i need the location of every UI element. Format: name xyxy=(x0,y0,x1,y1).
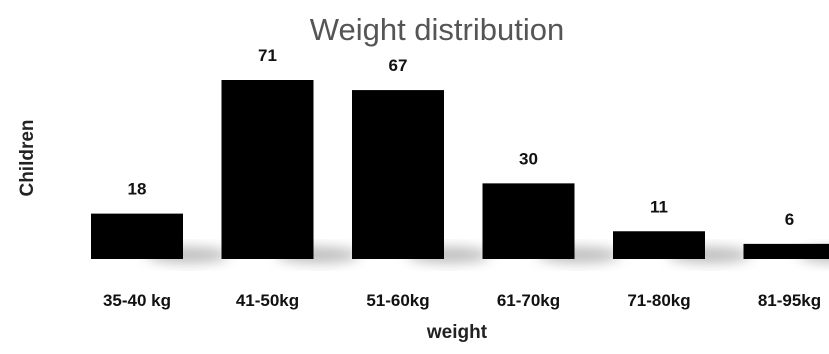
x-tick-label: 61-70kg xyxy=(497,291,560,310)
x-tick-labels: 35-40 kg 41-50kg 51-60kg 61-70kg 71-80kg 81-9… xyxy=(103,291,821,310)
data-label: 67 xyxy=(389,56,408,75)
bar xyxy=(352,90,444,259)
x-axis-label: weight xyxy=(426,322,488,343)
data-label: 11 xyxy=(650,197,668,216)
bar xyxy=(222,80,314,259)
x-tick-label: 51-60kg xyxy=(366,291,429,310)
x-tick-label: 41-50kg xyxy=(236,291,299,310)
bar xyxy=(613,231,705,259)
x-tick-label: 81-95kg xyxy=(758,291,821,310)
bars xyxy=(91,80,829,259)
data-label: 6 xyxy=(785,210,794,229)
y-axis-label: Children xyxy=(17,119,38,196)
data-label: 71 xyxy=(258,46,277,65)
bar xyxy=(744,244,829,259)
data-label: 18 xyxy=(128,180,147,199)
bar xyxy=(91,214,183,259)
data-label: 30 xyxy=(519,149,538,168)
x-tick-label: 35-40 kg xyxy=(103,291,171,310)
x-tick-label: 71-80kg xyxy=(627,291,690,310)
chart-title: Weight distribution xyxy=(310,12,564,47)
bar xyxy=(483,183,575,259)
